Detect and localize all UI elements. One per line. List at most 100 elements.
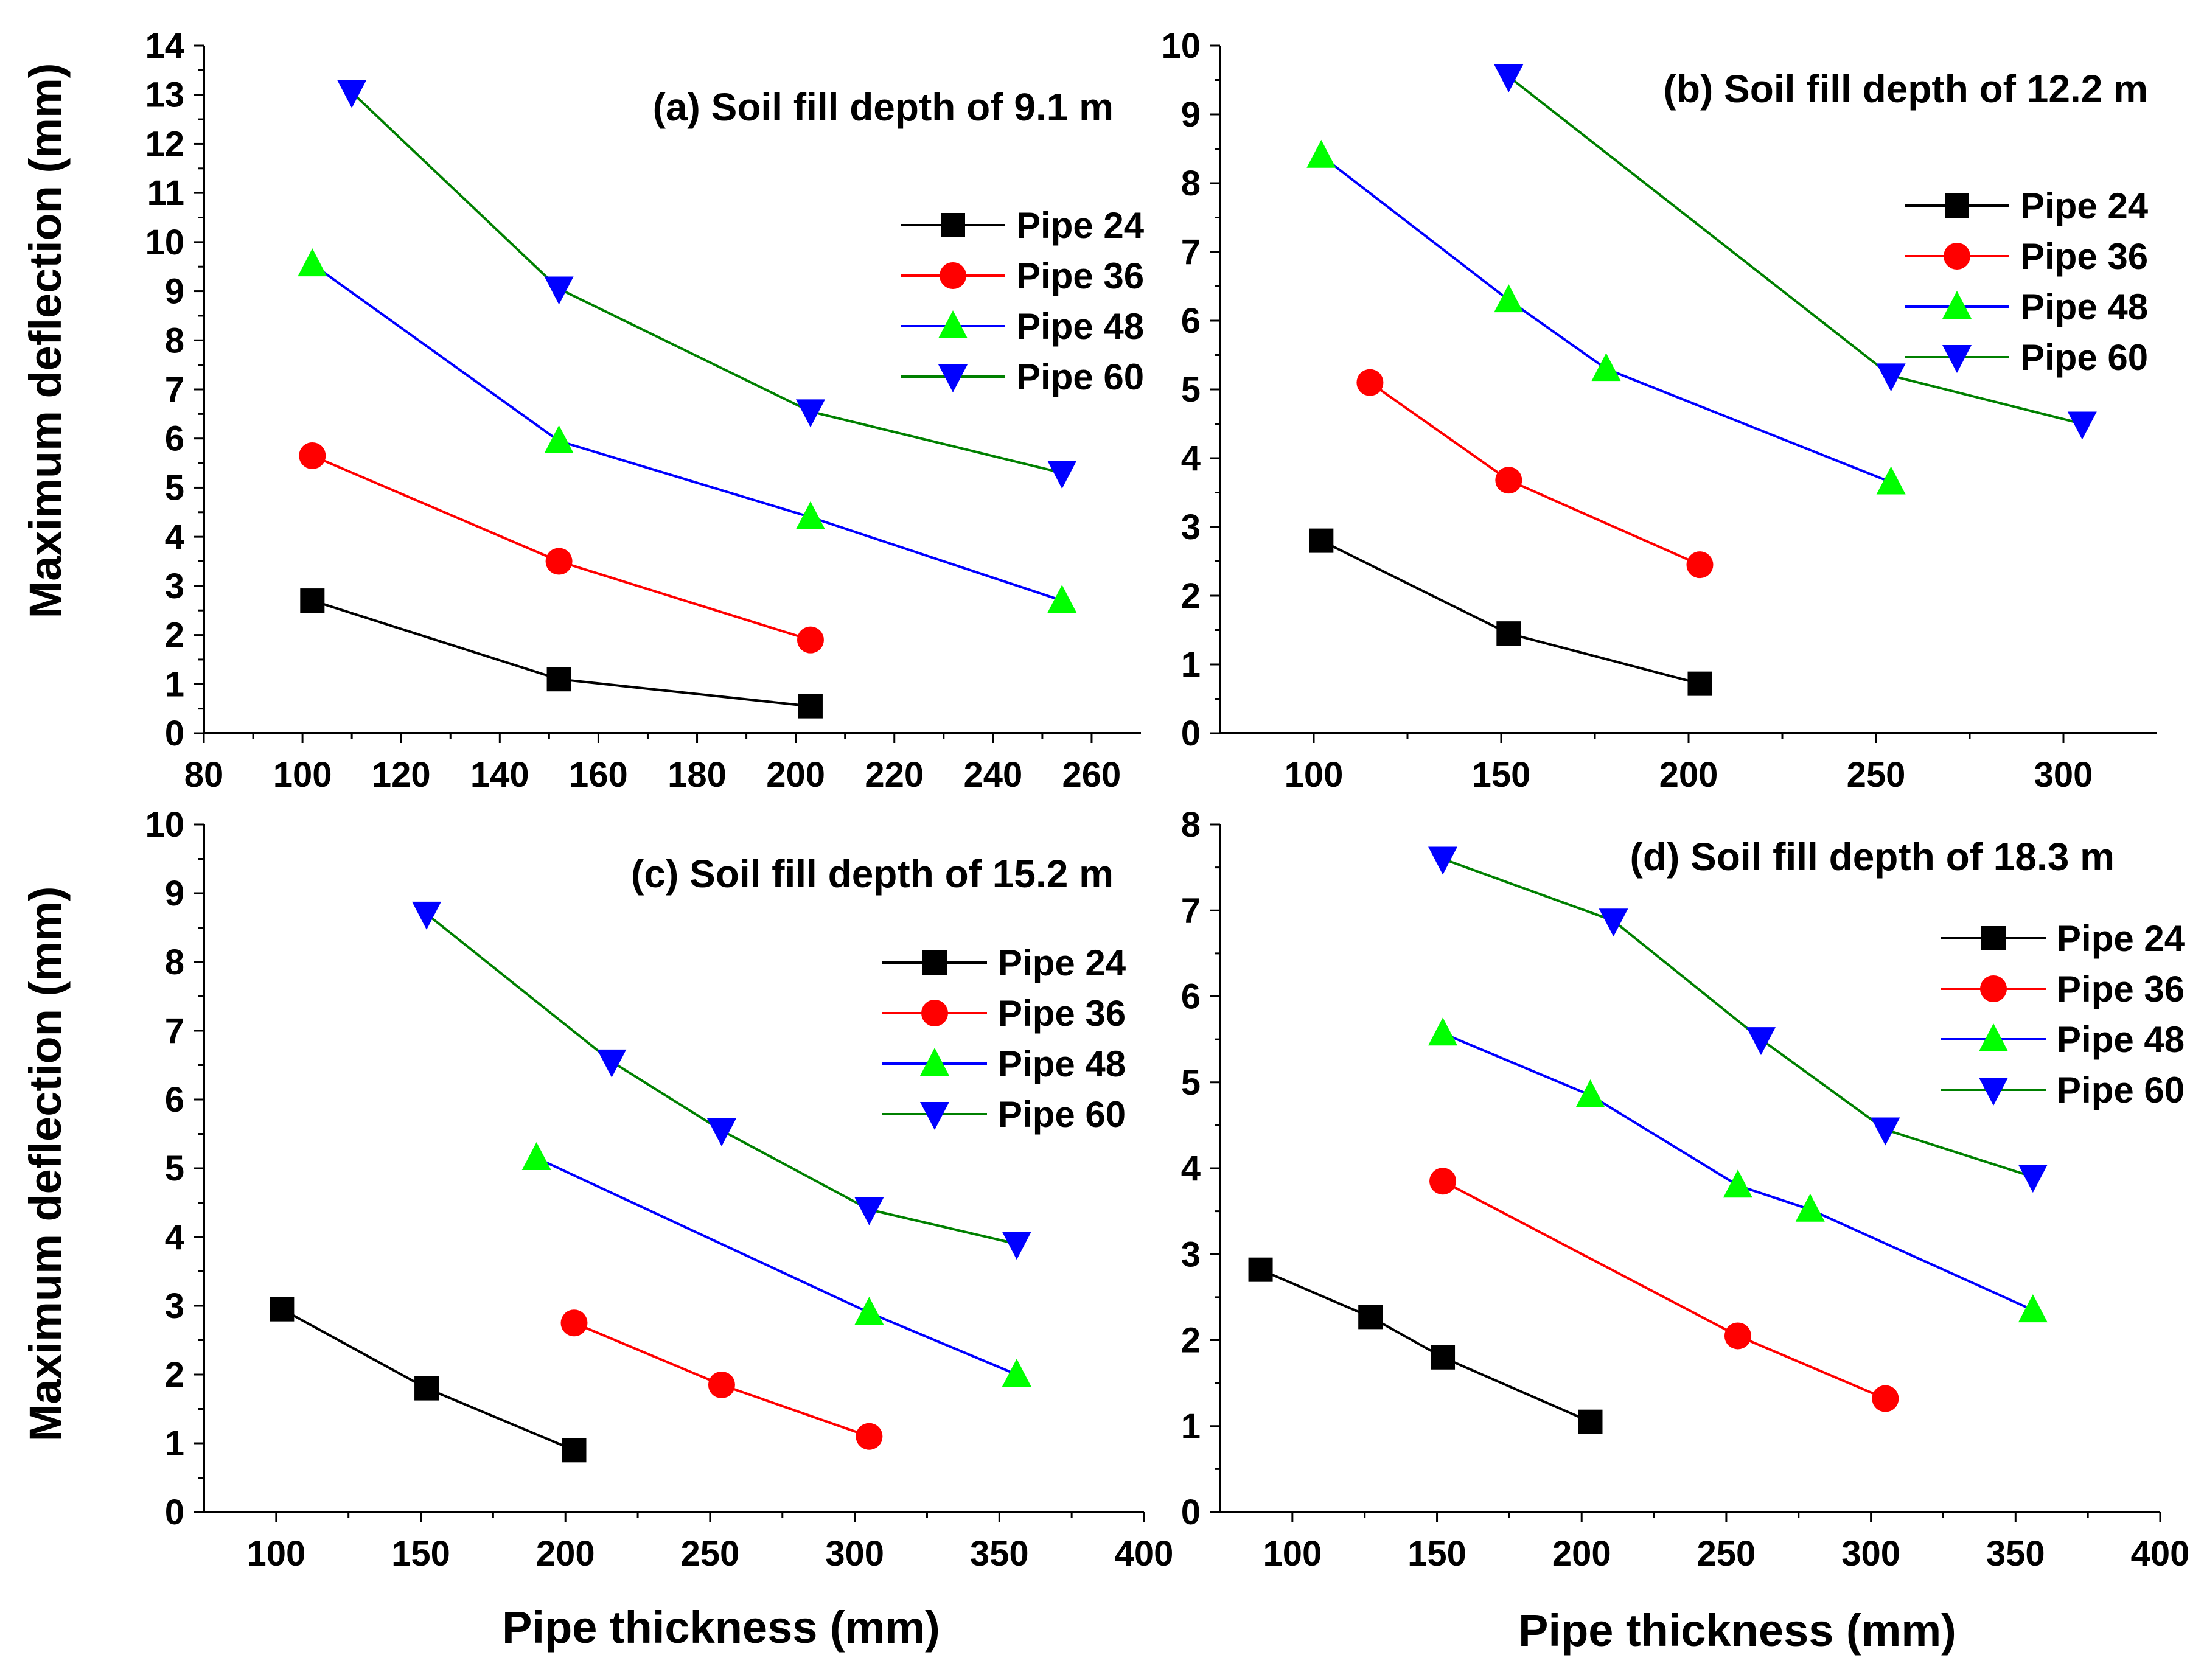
x-tick-label: 260 xyxy=(1062,755,1121,795)
point-pipe-48 xyxy=(1306,139,1336,168)
legend-label-pipe-24: Pipe 24 xyxy=(2020,186,2149,226)
panel-title: (c) Soil fill depth of 15.2 m xyxy=(631,852,1114,896)
legend-marker-pipe-24 xyxy=(1981,926,2006,950)
x-tick-label: 150 xyxy=(1472,755,1531,795)
series-pipe-24 xyxy=(1248,1257,1603,1434)
y-tick-label: 4 xyxy=(165,1218,184,1257)
x-tick-label: 250 xyxy=(1847,755,1906,795)
series-pipe-60 xyxy=(337,80,1077,489)
y-tick-label: 9 xyxy=(165,272,184,312)
line-pipe-24 xyxy=(1320,539,1700,685)
y-tick-label: 9 xyxy=(165,874,184,913)
legend-marker-pipe-48 xyxy=(920,1048,949,1076)
y-tick-label: 0 xyxy=(165,1493,184,1532)
point-pipe-60 xyxy=(544,276,574,305)
point-pipe-24 xyxy=(546,667,571,692)
point-pipe-24 xyxy=(414,1376,439,1401)
y-tick-label: 7 xyxy=(1181,232,1201,272)
y-tick-label: 1 xyxy=(1181,645,1201,685)
point-pipe-36 xyxy=(856,1423,883,1450)
x-axis-label-left: Pipe thickness (mm) xyxy=(502,1602,940,1653)
x-tick-label: 150 xyxy=(1407,1534,1466,1574)
y-tick-label: 2 xyxy=(165,1355,184,1395)
y-tick-label: 6 xyxy=(1181,977,1201,1017)
series-pipe-48 xyxy=(298,248,1077,613)
point-pipe-60 xyxy=(2018,1165,2048,1193)
series-pipe-36 xyxy=(560,1309,883,1450)
legend: Pipe 24 Pipe 36 Pipe 48 Pipe 60 xyxy=(1941,918,2185,1110)
point-pipe-24 xyxy=(1358,1305,1383,1330)
point-pipe-60 xyxy=(1599,908,1628,937)
point-pipe-48 xyxy=(1723,1169,1752,1198)
legend-marker-pipe-36 xyxy=(940,262,966,289)
legend-marker-pipe-60 xyxy=(1979,1078,2008,1106)
line-pipe-48 xyxy=(1320,155,1892,484)
y-tick-label: 4 xyxy=(1181,1149,1201,1188)
legend: Pipe 24 Pipe 36 Pipe 48 Pipe 60 xyxy=(901,205,1145,397)
y-tick-label: 8 xyxy=(1181,805,1201,845)
legend-label-pipe-36: Pipe 36 xyxy=(2057,969,2185,1009)
y-tick-label: 1 xyxy=(1181,1407,1201,1446)
y-tick-label: 7 xyxy=(1181,891,1201,930)
legend-marker-pipe-24 xyxy=(922,950,947,975)
y-tick-label: 0 xyxy=(165,714,184,753)
line-pipe-48 xyxy=(535,1157,1017,1376)
legend-label-pipe-48: Pipe 48 xyxy=(2057,1019,2185,1060)
legend-label-pipe-36: Pipe 36 xyxy=(1016,256,1144,296)
point-pipe-24 xyxy=(300,588,325,613)
point-pipe-48 xyxy=(1795,1193,1825,1222)
y-axis-label-bottom: Maximum deflection (mm) xyxy=(20,887,71,1442)
y-tick-label: 11 xyxy=(147,173,184,213)
x-tick-label: 250 xyxy=(1697,1534,1756,1574)
y-tick-label: 12 xyxy=(145,124,184,164)
y-tick-label: 3 xyxy=(165,1286,184,1326)
legend-label-pipe-24: Pipe 24 xyxy=(2057,918,2185,959)
x-tick-label: 200 xyxy=(1552,1534,1611,1574)
point-pipe-48 xyxy=(2018,1294,2048,1323)
legend-marker-pipe-60 xyxy=(1942,345,1972,373)
x-axis-label-right: Pipe thickness (mm) xyxy=(1518,1605,1956,1656)
point-pipe-60 xyxy=(1746,1027,1776,1056)
point-pipe-60 xyxy=(337,80,367,108)
point-pipe-48 xyxy=(298,248,327,277)
legend-label-pipe-24: Pipe 24 xyxy=(998,943,1126,983)
legend-label-pipe-24: Pipe 24 xyxy=(1016,205,1145,246)
point-pipe-48 xyxy=(1002,1359,1031,1387)
point-pipe-36 xyxy=(560,1309,588,1337)
x-tick-label: 100 xyxy=(246,1534,305,1574)
legend-marker-pipe-48 xyxy=(938,310,968,338)
point-pipe-60 xyxy=(2067,411,2097,440)
x-tick-label: 100 xyxy=(1263,1534,1322,1574)
series-pipe-60 xyxy=(1428,846,2048,1193)
line-pipe-24 xyxy=(1260,1268,1591,1423)
point-pipe-36 xyxy=(299,442,326,469)
x-tick-label: 300 xyxy=(1841,1534,1900,1574)
x-tick-label: 100 xyxy=(273,755,332,795)
point-pipe-60 xyxy=(1876,363,1906,392)
point-pipe-60 xyxy=(597,1049,627,1078)
y-tick-label: 13 xyxy=(145,75,184,115)
x-tick-label: 80 xyxy=(184,755,224,795)
legend-label-pipe-36: Pipe 36 xyxy=(998,993,1126,1034)
point-pipe-60 xyxy=(1047,461,1077,489)
legend-marker-pipe-48 xyxy=(1979,1023,2008,1051)
x-tick-label: 300 xyxy=(2034,755,2093,795)
series-pipe-24 xyxy=(1309,528,1712,696)
point-pipe-36 xyxy=(1495,467,1522,494)
point-pipe-36 xyxy=(797,626,824,654)
legend: Pipe 24 Pipe 36 Pipe 48 Pipe 60 xyxy=(1905,186,2149,378)
y-tick-label: 10 xyxy=(1161,26,1201,66)
legend-label-pipe-60: Pipe 60 xyxy=(998,1094,1126,1135)
y-tick-label: 4 xyxy=(1181,439,1201,478)
panel-b: 0 1 2 3 4 5 6 7 8 9 10 100 150 200 250 300 (b) Soil fill… xyxy=(1161,26,2157,795)
y-tick-label: 5 xyxy=(165,1149,184,1188)
line-pipe-60 xyxy=(1442,857,2034,1179)
series-pipe-48 xyxy=(1306,139,1906,495)
y-tick-label: 9 xyxy=(1181,95,1201,134)
point-pipe-48 xyxy=(1428,1017,1458,1046)
point-pipe-36 xyxy=(1686,551,1714,579)
line-pipe-36 xyxy=(312,455,811,641)
y-tick-label: 3 xyxy=(1181,507,1201,547)
